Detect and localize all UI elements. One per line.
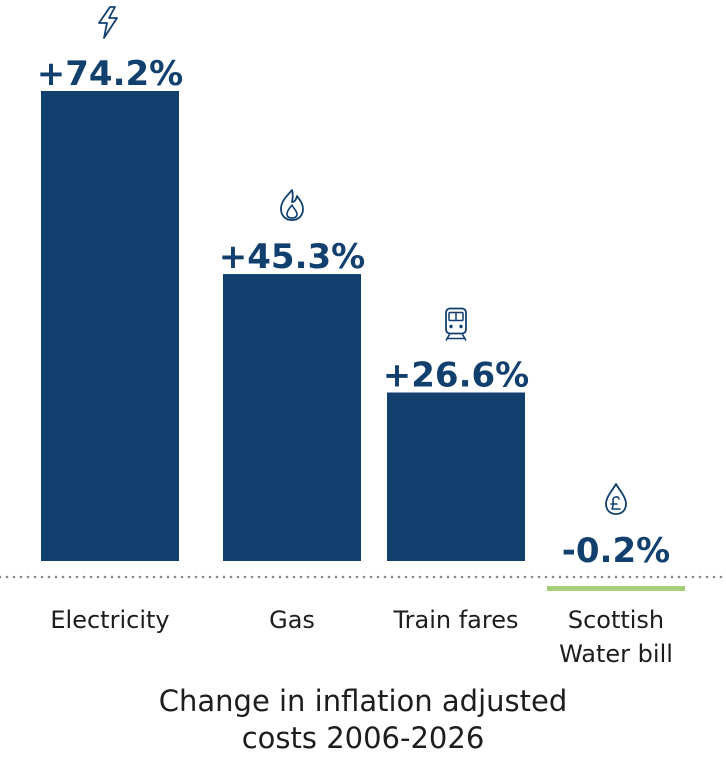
category-label-line: Gas xyxy=(269,606,315,634)
caption-line-2: costs 2006-2026 xyxy=(241,721,485,755)
flame-inner xyxy=(286,204,298,219)
train-light-right xyxy=(459,324,463,329)
water-drop-pound-icon xyxy=(605,483,627,515)
value-label-2: +26.6% xyxy=(383,356,529,396)
bar-0 xyxy=(41,91,179,561)
bar-1 xyxy=(223,274,361,561)
bar-2 xyxy=(387,392,525,561)
lightning-icon xyxy=(98,6,118,39)
lightning-shape xyxy=(98,6,118,39)
category-label-line: Train fares xyxy=(393,606,519,634)
bar-3 xyxy=(547,586,685,591)
value-label-1: +45.3% xyxy=(219,237,365,277)
train-tracks xyxy=(445,333,467,341)
train-icon xyxy=(445,307,467,341)
train-body xyxy=(445,307,467,335)
flame-icon xyxy=(280,189,304,221)
train-light-left xyxy=(449,324,453,329)
value-label-3: -0.2% xyxy=(562,531,670,571)
category-label-line: Water bill xyxy=(559,640,673,668)
bar-chart: +74.2% Electricity +45.3% Gas +26.6% Train fa… xyxy=(0,6,726,668)
chart-caption: Change in inflation adjusted costs 2006-… xyxy=(0,683,726,757)
category-label-0: Electricity xyxy=(50,606,169,634)
drop-outline xyxy=(605,483,627,515)
value-label-0: +74.2% xyxy=(37,54,183,94)
category-label-2: Train fares xyxy=(393,606,519,634)
category-label-line: Scottish xyxy=(568,606,664,634)
category-label-line: Electricity xyxy=(50,606,169,634)
category-label-1: Gas xyxy=(269,606,315,634)
category-label-3: Scottish Water bill xyxy=(559,606,673,668)
pound-sign xyxy=(610,496,621,510)
flame-outer xyxy=(280,189,304,221)
caption-line-1: Change in inflation adjusted xyxy=(158,684,568,718)
